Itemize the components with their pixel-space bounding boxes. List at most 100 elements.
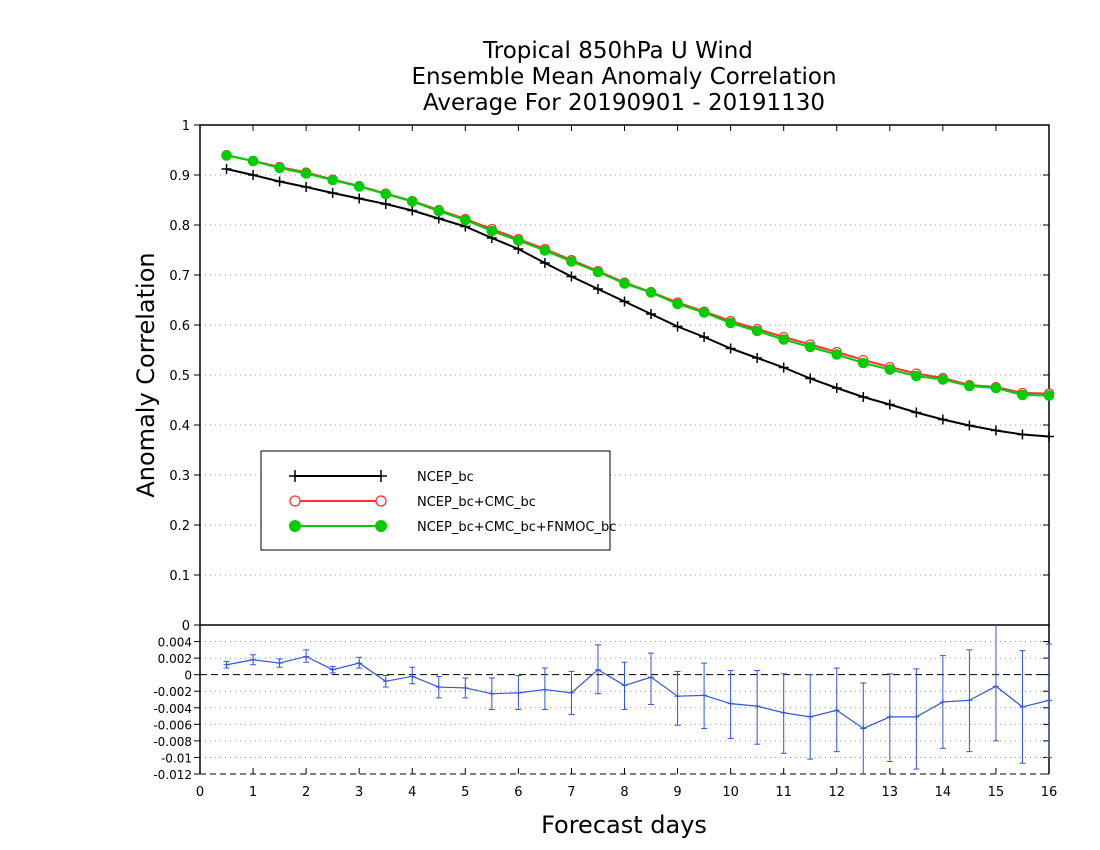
lower-y-ticks: 0.004 0.002 -0.002 -0.004 -0.006 -0.008 -0.01 -… bbox=[153, 636, 1049, 782]
x-axis-label: Forecast days bbox=[541, 811, 707, 839]
ncep-bc-point bbox=[354, 193, 365, 204]
ncep-bc-point bbox=[407, 205, 418, 216]
ncep-bc-point bbox=[248, 170, 259, 180]
difference-point bbox=[674, 693, 681, 700]
difference-point bbox=[276, 660, 283, 667]
ncep-cmc-fnmoc-point bbox=[619, 278, 630, 289]
difference-point bbox=[223, 661, 230, 668]
difference-point bbox=[515, 689, 522, 696]
difference-point bbox=[382, 678, 389, 685]
ncep-cmc-fnmoc-point bbox=[486, 225, 498, 237]
difference-point bbox=[1046, 697, 1052, 704]
difference-point bbox=[356, 660, 363, 667]
ncep-bc-point bbox=[964, 420, 975, 431]
series-line-1 bbox=[226, 154, 1050, 395]
legend-marker-open-circle bbox=[375, 495, 387, 507]
ncep-cmc-fnmoc-point bbox=[592, 266, 604, 278]
ncep-cmc-fnmoc-point bbox=[433, 205, 445, 217]
lower-y-tick-label: 0.004 bbox=[158, 636, 192, 650]
chart-title: Tropical 850hPa U Wind Ensemble Mean Ano… bbox=[411, 38, 836, 116]
x-tick-label: 1 bbox=[249, 785, 257, 800]
main-y-tick-label: 0 bbox=[182, 619, 190, 634]
ncep-bc-point bbox=[805, 373, 816, 384]
ncep-bc-point bbox=[380, 199, 391, 209]
difference-point bbox=[648, 674, 655, 681]
ncep-bc-point bbox=[672, 321, 683, 332]
ncep-bc-point bbox=[990, 425, 1001, 436]
difference-point bbox=[860, 725, 867, 732]
ncep-bc-point bbox=[619, 296, 630, 307]
ncep-cmc-fnmoc-point bbox=[300, 168, 312, 179]
ncep-bc-point bbox=[327, 188, 338, 198]
ncep-cmc-fnmoc-point bbox=[513, 235, 524, 246]
ncep-bc-point bbox=[858, 392, 869, 402]
ncep-bc-point bbox=[221, 164, 232, 174]
x-tick-label: 10 bbox=[722, 785, 739, 800]
ncep-bc-point bbox=[884, 399, 895, 410]
x-tick-label: 16 bbox=[1041, 785, 1058, 800]
x-ticks: 0 1 2 3 4 5 6 7 8 9 10 11 12 13 14 15 16 bbox=[196, 125, 1057, 800]
difference-point bbox=[780, 709, 787, 716]
main-series-group bbox=[221, 149, 1055, 442]
ncep-bc-point bbox=[699, 332, 710, 342]
lower-y-tick-label: -0.012 bbox=[153, 768, 192, 782]
lower-y-tick-label: -0.006 bbox=[153, 718, 192, 732]
ncep-bc-point bbox=[911, 407, 922, 418]
ncep-cmc-fnmoc-point bbox=[539, 245, 551, 256]
x-tick-label: 14 bbox=[935, 785, 952, 800]
x-tick-label: 0 bbox=[196, 785, 204, 800]
difference-series-group bbox=[223, 625, 1052, 774]
ncep-cmc-fnmoc-point bbox=[831, 349, 843, 360]
ncep-cmc-fnmoc-point bbox=[274, 162, 285, 174]
ncep-cmc-fnmoc-point bbox=[672, 298, 683, 310]
ncep-cmc-fnmoc-point bbox=[645, 287, 657, 298]
main-y-tick-label: 0.7 bbox=[169, 269, 190, 284]
difference-point bbox=[250, 656, 257, 663]
x-tick-label: 2 bbox=[302, 785, 310, 800]
ncep-cmc-fnmoc-point bbox=[751, 325, 763, 337]
legend-label-1: NCEP_bc+CMC_bc bbox=[417, 495, 536, 510]
ncep-cmc-fnmoc-point bbox=[804, 341, 816, 353]
x-tick-label: 5 bbox=[461, 785, 469, 800]
x-tick-label: 7 bbox=[567, 785, 575, 800]
series-line-0 bbox=[226, 168, 1050, 438]
ncep-bc-point bbox=[646, 309, 657, 319]
difference-point bbox=[621, 682, 628, 689]
ncep-cmc-fnmoc-point bbox=[406, 196, 418, 207]
difference-point bbox=[992, 683, 999, 690]
ncep-cmc-fnmoc-point bbox=[911, 370, 922, 382]
difference-line bbox=[226, 655, 1050, 730]
x-tick-label: 4 bbox=[408, 785, 416, 800]
main-y-tick-label: 0.8 bbox=[169, 219, 190, 234]
ncep-cmc-fnmoc-point bbox=[1043, 390, 1055, 401]
lower-y-tick-label: 0.002 bbox=[158, 652, 192, 666]
main-y-tick-label: 0.5 bbox=[169, 369, 190, 384]
ncep-cmc-fnmoc-point bbox=[247, 155, 259, 167]
ncep-cmc-fnmoc-point bbox=[353, 181, 365, 192]
ncep-cmc-fnmoc-point bbox=[698, 307, 710, 318]
difference-point bbox=[966, 697, 973, 704]
ncep-bc-point bbox=[539, 258, 550, 268]
difference-point bbox=[807, 713, 814, 720]
ncep-bc-point bbox=[725, 343, 736, 354]
x-tick-label: 8 bbox=[620, 785, 628, 800]
ncep-bc-point bbox=[1017, 429, 1028, 440]
ncep-cmc-fnmoc-point bbox=[566, 256, 577, 267]
difference-point bbox=[727, 700, 734, 707]
main-y-tick-label: 0.1 bbox=[169, 569, 190, 584]
ncep-cmc-fnmoc-point bbox=[937, 374, 949, 385]
lower-y-tick-label: 0 bbox=[184, 669, 192, 683]
main-y-tick-label: 0.3 bbox=[169, 469, 190, 484]
ncep-bc-point bbox=[566, 271, 577, 282]
ncep-bc-point bbox=[274, 176, 285, 187]
difference-point bbox=[435, 684, 442, 691]
ncep-cmc-fnmoc-point bbox=[380, 188, 392, 200]
ncep-cmc-fnmoc-point bbox=[964, 380, 975, 392]
ncep-bc-point bbox=[831, 383, 842, 393]
difference-point bbox=[594, 666, 601, 673]
difference-point bbox=[833, 707, 840, 714]
difference-point bbox=[568, 689, 575, 696]
legend-marker-plus bbox=[375, 470, 387, 482]
ncep-cmc-fnmoc-point bbox=[778, 334, 789, 345]
